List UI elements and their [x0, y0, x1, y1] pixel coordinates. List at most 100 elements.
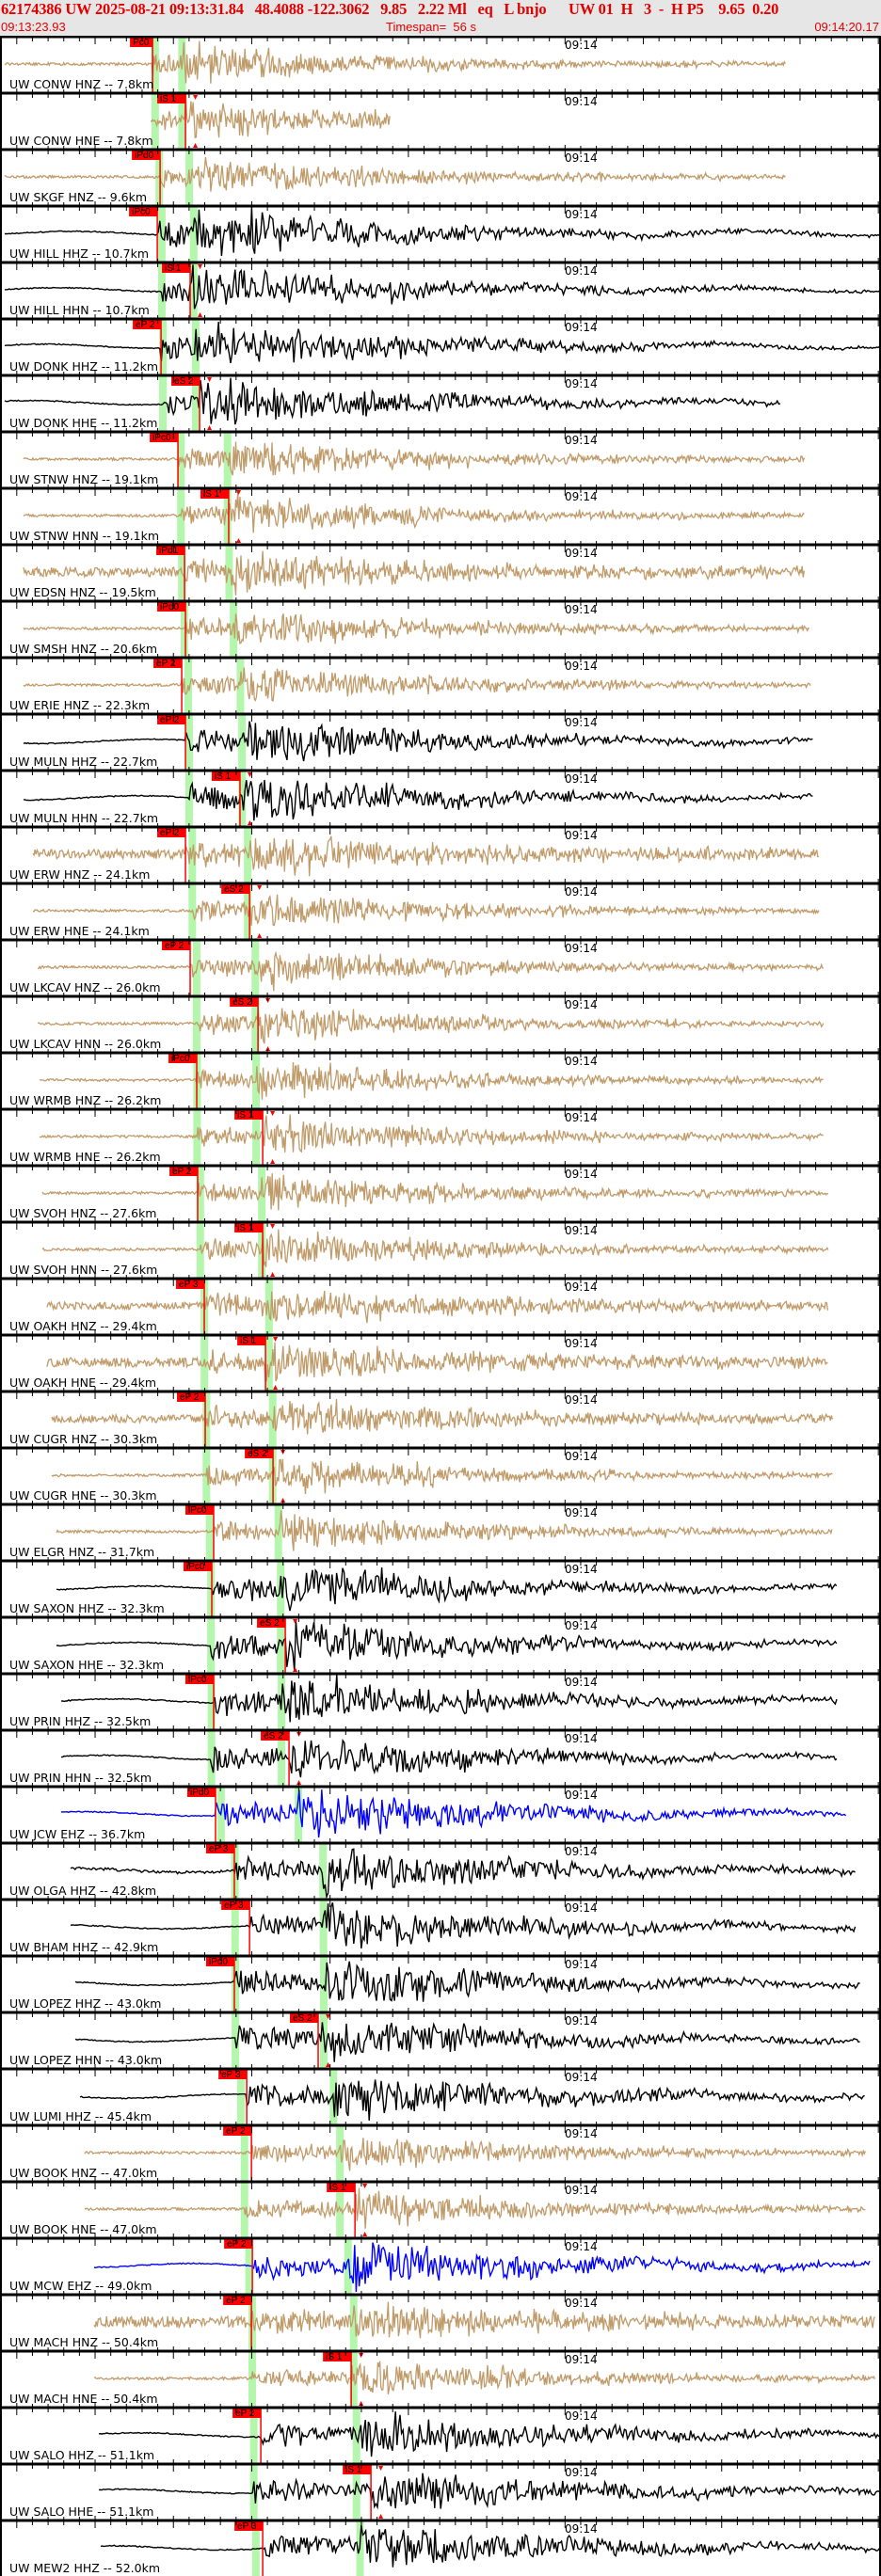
trace-panel[interactable]: 09:14 iS 1 UW SVOH HNN -- 27.6km [0, 1217, 881, 1278]
trace-panel[interactable]: 09:14 iPd1 UW EDSN HNZ -- 19.5km [0, 540, 881, 600]
trace-panel[interactable]: 09:14 iS 1 UW WRMB HNE -- 26.2km [0, 1105, 881, 1165]
trace-panel[interactable]: 09:14 iS 1 UW MULN HHN -- 22.7km [0, 766, 881, 826]
pick-flag[interactable] [261, 1730, 290, 1741]
trace-panel[interactable]: 09:14 eP 3 UW MEW2 HHZ -- 52.0km [0, 2516, 881, 2576]
trace-panel[interactable]: 09:14 iS 1 UW MACH HNE -- 50.4km [0, 2346, 881, 2407]
pick-flag[interactable] [185, 1674, 215, 1684]
pick-flag[interactable] [234, 1109, 264, 1120]
pick-flag[interactable] [290, 2012, 319, 2023]
pick-flag[interactable] [156, 545, 185, 555]
trace-panel[interactable]: 09:14 iS 1 UW BOOK HNE -- 47.0km [0, 2177, 881, 2237]
pick-flag[interactable] [162, 940, 191, 950]
trace-panel[interactable]: 09:14 iPc0 UW HILL HHZ -- 10.7km [0, 201, 881, 262]
station-label: UW DONK HHZ -- 11.2km [9, 359, 158, 374]
pick-flag[interactable] [221, 883, 250, 894]
pick-flag[interactable] [157, 827, 186, 837]
station-label: UW ERW HNE -- 24.1km [9, 924, 150, 938]
amplitude-marker-bottom-icon [235, 538, 241, 543]
trace-panel[interactable]: 09:14 iPc0 UW STNW HNZ -- 19.1km [0, 427, 881, 487]
station-label: UW LKCAV HNZ -- 26.0km [9, 980, 161, 994]
trace-panel[interactable]: 09:14 eP 2 UW CUGR HNZ -- 30.3km [0, 1387, 881, 1447]
trace-panel[interactable]: 09:14 eP 2 UW DONK HHZ -- 11.2km [0, 314, 881, 374]
pick-flag[interactable] [150, 432, 179, 442]
trace-panel[interactable]: 09:14 iS 1 UW STNW HNN -- 19.1km [0, 484, 881, 544]
trace-panel[interactable]: 09:14 eP 3 UW LUMI HHZ -- 45.4km [0, 2064, 881, 2124]
trace-panel[interactable]: 09:14 iPd0 UW JCW EHZ -- 36.7km [0, 1782, 881, 1842]
trace-panel[interactable]: 09:14 Pc0 UW CONW HNZ -- 7.8km [0, 36, 881, 92]
pick-flag[interactable] [177, 1391, 206, 1402]
pick-flag[interactable] [232, 2408, 262, 2418]
trace-panel[interactable]: 09:14 eS 2 UW DONK HHE -- 11.2km [0, 371, 881, 431]
trace-panel[interactable]: 09:14 eS 2 UW ERW HNE -- 24.1km [0, 879, 881, 939]
trace-panel[interactable]: 09:14 iPd0 UW SMSH HNZ -- 20.6km [0, 596, 881, 657]
pick-flag[interactable] [218, 2069, 248, 2079]
pick-flag[interactable] [184, 1561, 213, 1571]
trace-panel[interactable]: 09:14 iPc0 UW WRMB HNZ -- 26.2km [0, 1048, 881, 1108]
pick-flag[interactable] [187, 1787, 216, 1797]
trace-panel[interactable]: 09:14 eS 2 UW PRIN HHN -- 32.5km [0, 1725, 881, 1786]
waveform-trace [41, 1229, 829, 1267]
pick-flag[interactable] [185, 1504, 215, 1515]
trace-panel[interactable]: 09:14 eP 3 UW BHAM HHZ -- 42.9km [0, 1895, 881, 1955]
pick-flag[interactable] [211, 771, 240, 781]
pick-flag[interactable] [169, 1166, 199, 1176]
trace-panel[interactable]: 09:14 eP 2 UW MULN HHZ -- 22.7km [0, 709, 881, 770]
pick-flag[interactable] [230, 996, 259, 1007]
predicted-s-band [178, 92, 186, 149]
waveform-trace [74, 2022, 860, 2062]
trace-panel[interactable]: 09:14 eP 2 UW ERIE HNZ -- 22.3km [0, 653, 881, 713]
pick-flag[interactable] [168, 1053, 198, 1063]
trace-panel[interactable]: 09:14 eP 2 UW MACH HNZ -- 50.4km [0, 2290, 881, 2350]
trace-panel[interactable]: 09:14 eP 2 UW ERW HNZ -- 24.1km [0, 822, 881, 883]
pick-flag[interactable] [245, 1448, 274, 1458]
pick-flag[interactable] [153, 658, 183, 668]
pick-flag[interactable] [327, 2182, 356, 2192]
pick-flag[interactable] [130, 37, 153, 47]
pick-flag[interactable] [132, 150, 161, 160]
pick-flag[interactable] [224, 2238, 253, 2249]
trace-panel[interactable]: 09:14 eP 3 UW OLGA HHZ -- 42.8km [0, 1838, 881, 1900]
trace-panel[interactable]: 09:14 iPd0 UW SKGF HNZ -- 9.6km [0, 145, 881, 205]
pick-flag[interactable] [323, 2351, 352, 2361]
trace-panel[interactable]: 09:14 eS 2 UW CUGR HNE -- 30.3km [0, 1443, 881, 1503]
pick-flag[interactable] [171, 375, 200, 386]
trace-panel[interactable]: 09:14 iS 1 UW CONW HNE -- 7.8km [0, 88, 881, 149]
amplitude-marker-top-icon [270, 1111, 276, 1116]
pick-flag[interactable] [257, 1617, 286, 1628]
pick-flag[interactable] [157, 714, 186, 724]
trace-panel[interactable]: 09:14 iS 1 UW SALO HHE -- 51.1km [0, 2459, 881, 2520]
pick-flag[interactable] [129, 206, 158, 216]
trace-panel[interactable]: 09:14 eS 2 UW LOPEZ HHN -- 43.0km [0, 2008, 881, 2068]
pick-flag[interactable] [205, 1843, 234, 1853]
trace-panel[interactable]: 09:14 eP 2 UW BOOK HNZ -- 47.0km [0, 2121, 881, 2181]
pick-flag[interactable] [343, 2464, 372, 2474]
pick-flag[interactable] [234, 1222, 264, 1232]
trace-panel[interactable]: 09:14 eS 2 UW SAXON HHE -- 32.3km [0, 1613, 881, 1673]
waveform-trace [98, 2411, 881, 2457]
pick-flag[interactable] [223, 2125, 252, 2136]
pick-flag[interactable] [200, 488, 229, 499]
trace-panel[interactable]: 09:14 eP 2 UW LKCAV HNZ -- 26.0km [0, 935, 881, 995]
station-label: UW LUMI HHZ -- 45.4km [9, 2109, 152, 2123]
pick-flag[interactable] [176, 1279, 205, 1289]
trace-panel[interactable]: 09:14 iPc0 UW ELGR HNZ -- 31.7km [0, 1500, 881, 1560]
pick-flag[interactable] [157, 93, 186, 103]
trace-panel[interactable]: 09:14 iS 1 UW OAKH HNE -- 29.4km [0, 1330, 881, 1391]
pick-flag[interactable] [205, 1956, 234, 1966]
trace-panel[interactable]: 09:14 eP 3 UW OAKH HNZ -- 29.4km [0, 1274, 881, 1334]
pick-flag[interactable] [234, 2520, 264, 2531]
pick-flag[interactable] [223, 2295, 252, 2305]
trace-panel[interactable]: 09:14 iPd0 UW LOPEZ HHZ -- 43.0km [0, 1951, 881, 2012]
pick-flag[interactable] [221, 1900, 250, 1910]
trace-panel[interactable]: 09:14 iPc0 UW PRIN HHZ -- 32.5km [0, 1669, 881, 1729]
predicted-p-band [251, 2520, 260, 2576]
trace-panel[interactable]: 09:14 eP 2 UW MCW EHZ -- 49.0km [0, 2234, 881, 2294]
trace-panel[interactable]: 09:14 eP 2 UW SALO HHZ -- 51.1km [0, 2403, 881, 2463]
trace-panel[interactable]: 09:14 eS 2 UW LKCAV HNN -- 26.0km [0, 992, 881, 1052]
trace-panel[interactable]: 09:14 iPc0 UW SAXON HHZ -- 32.3km [0, 1556, 881, 1616]
pick-flag[interactable] [157, 601, 186, 612]
pick-flag[interactable] [133, 319, 162, 329]
pick-flag[interactable] [162, 262, 191, 273]
trace-panel[interactable]: 09:14 eP 2 UW SVOH HNZ -- 27.6km [0, 1161, 881, 1221]
